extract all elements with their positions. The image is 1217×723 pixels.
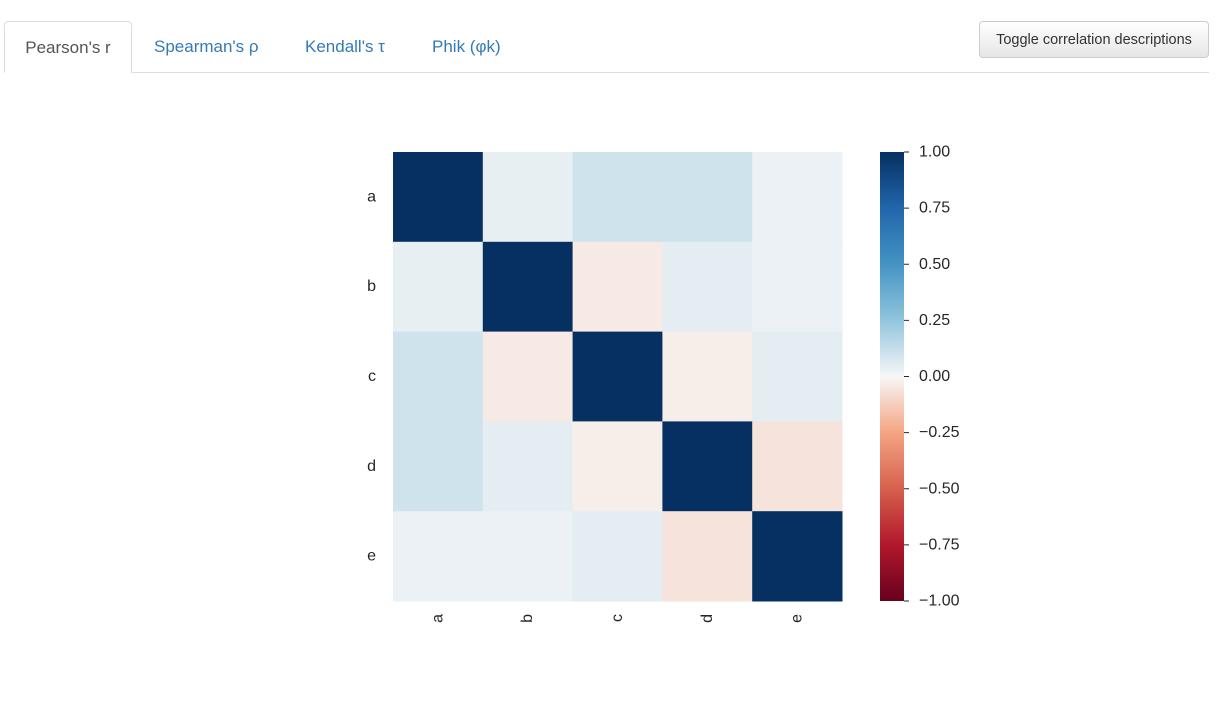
heatmap-cell — [752, 421, 843, 512]
tab-spearman[interactable]: Spearman's ρ — [154, 37, 259, 56]
y-tick-label: b — [367, 278, 376, 295]
heatmap-cell — [662, 241, 753, 333]
x-axis-tick-labels: a b c d e — [429, 614, 805, 623]
heatmap-cell — [752, 511, 843, 602]
toggle-correlation-descriptions-button[interactable]: Toggle correlation descriptions — [979, 21, 1209, 58]
colorbar — [880, 152, 904, 601]
heatmap-cell — [662, 511, 753, 602]
x-tick-label: e — [789, 614, 806, 623]
tab-pearson[interactable]: Pearson's r — [4, 21, 132, 73]
x-tick-label: a — [429, 614, 446, 623]
heatmap-cell — [572, 421, 663, 512]
heatmap-cell — [393, 152, 484, 243]
colorbar-ticks: 1.00 0.75 0.50 0.25 0.00 −0.25 −0.50 −0.75 −1.00 — [904, 144, 960, 610]
heatmap-cell — [662, 421, 753, 512]
heatmap-cell — [752, 152, 843, 243]
tab-phik[interactable]: Phik (φk) — [432, 37, 501, 56]
y-axis-tick-labels: a b c d e — [367, 188, 376, 564]
colorbar-tick-label: −1.00 — [919, 593, 960, 610]
heatmap-cell — [482, 241, 574, 333]
heatmap-cell — [662, 331, 753, 422]
tab-kendall[interactable]: Kendall's τ — [305, 37, 385, 56]
heatmap-cell — [572, 152, 663, 243]
heatmap-cell — [393, 331, 484, 422]
y-tick-label: a — [367, 188, 376, 205]
heatmap-cell — [393, 241, 484, 333]
colorbar-tick-label: 0.25 — [919, 312, 950, 329]
colorbar-tick-label: −0.50 — [919, 480, 960, 497]
heatmap-cell — [482, 152, 574, 243]
x-tick-label: c — [609, 614, 626, 622]
y-tick-label: d — [367, 458, 376, 475]
colorbar-tick-label: −0.25 — [919, 424, 960, 441]
heatmap-cell — [393, 511, 484, 602]
correlation-tabs — [4, 0, 1209, 73]
x-tick-label: d — [699, 614, 716, 623]
heatmap-cell — [572, 511, 663, 602]
heatmap-cell — [393, 421, 484, 512]
heatmap-cell — [752, 241, 843, 333]
heatmap-cell — [572, 331, 663, 422]
y-tick-label: e — [367, 548, 376, 565]
heatmap-cell — [482, 421, 574, 512]
heatmap-cell — [482, 331, 574, 422]
colorbar-tick-label: 0.00 — [919, 368, 950, 385]
y-tick-label: c — [368, 368, 376, 385]
heatmap-cell — [572, 241, 663, 333]
colorbar-tick-label: 0.50 — [919, 256, 950, 273]
colorbar-tick-label: −0.75 — [919, 536, 960, 553]
heatmap-cell — [482, 511, 574, 602]
x-tick-label: b — [519, 614, 536, 623]
colorbar-tick-label: 0.75 — [919, 200, 950, 217]
heatmap-cells — [393, 152, 843, 602]
heatmap-cell — [662, 152, 753, 243]
heatmap-cell — [752, 331, 843, 422]
colorbar-tick-label: 1.00 — [919, 144, 950, 161]
